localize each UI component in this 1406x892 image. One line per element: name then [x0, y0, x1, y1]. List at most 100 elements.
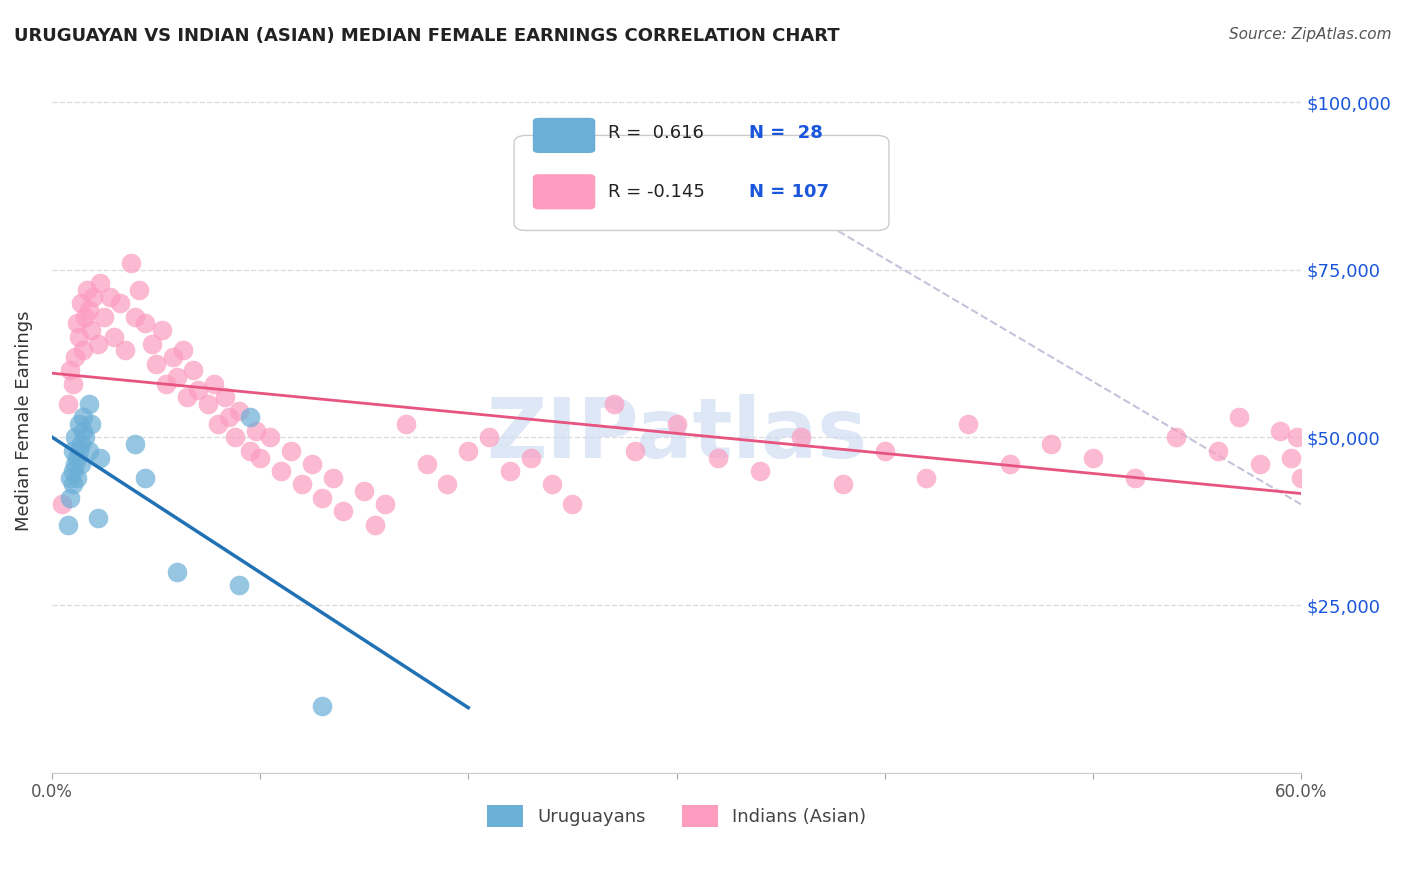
Point [67, 417, 90, 431]
Point [77, 302, 100, 317]
Point [1081, 450, 1104, 465]
FancyBboxPatch shape [515, 136, 889, 230]
Point [89, 450, 111, 465]
Point [141, 336, 163, 351]
Point [77, 443, 100, 458]
Point [457, 443, 479, 458]
Point [228, 578, 250, 592]
Point [103, 330, 125, 344]
Text: R =  0.616: R = 0.616 [607, 124, 703, 143]
Point [311, 698, 333, 713]
Point [186, 384, 208, 398]
Point [134, 317, 156, 331]
Point [176, 390, 198, 404]
Text: Source: ZipAtlas.com: Source: ZipAtlas.com [1229, 27, 1392, 42]
Point [98, 289, 121, 303]
Point [63, 350, 86, 364]
Point [166, 565, 188, 579]
Point [1249, 457, 1271, 471]
Point [1279, 450, 1302, 465]
Point [124, 310, 146, 324]
FancyBboxPatch shape [533, 174, 595, 210]
Point [58, 517, 80, 532]
Point [603, 397, 626, 411]
Point [207, 417, 229, 431]
Point [155, 376, 177, 391]
Point [353, 484, 375, 499]
Point [72, 343, 94, 358]
FancyBboxPatch shape [533, 118, 595, 153]
Point [270, 464, 292, 478]
Point [915, 470, 938, 484]
Point [790, 430, 813, 444]
Point [1286, 430, 1309, 444]
Point [110, 296, 132, 310]
Point [561, 498, 583, 512]
Point [70, 457, 93, 471]
Point [75, 310, 97, 324]
Point [150, 323, 173, 337]
Point [183, 363, 205, 377]
Point [82, 289, 104, 303]
Point [1123, 470, 1146, 484]
Point [72, 410, 94, 425]
Point [519, 450, 541, 465]
Point [67, 330, 90, 344]
Point [832, 477, 855, 491]
Point [70, 437, 93, 451]
Point [66, 317, 89, 331]
Point [245, 424, 267, 438]
Point [259, 430, 281, 444]
Point [873, 443, 896, 458]
Point [214, 390, 236, 404]
Point [1166, 430, 1188, 444]
Text: N =  28: N = 28 [749, 124, 823, 143]
Point [228, 403, 250, 417]
Point [128, 283, 150, 297]
Point [1227, 410, 1250, 425]
Point [62, 376, 84, 391]
Point [1040, 437, 1063, 451]
Point [72, 424, 94, 438]
Point [59, 363, 82, 377]
Point [124, 437, 146, 451]
Text: N = 107: N = 107 [749, 183, 830, 201]
Point [415, 457, 437, 471]
Point [86, 511, 108, 525]
Point [172, 343, 194, 358]
Point [62, 443, 84, 458]
Point [540, 477, 562, 491]
Point [80, 417, 103, 431]
Point [86, 336, 108, 351]
Point [224, 430, 246, 444]
Point [63, 430, 86, 444]
Point [202, 376, 225, 391]
Point [239, 410, 262, 425]
Point [59, 470, 82, 484]
Point [322, 470, 344, 484]
Point [62, 464, 84, 478]
Point [59, 491, 82, 505]
Point [62, 477, 84, 491]
Point [77, 397, 100, 411]
Point [93, 310, 115, 324]
Point [89, 276, 111, 290]
Point [58, 397, 80, 411]
Point [145, 357, 167, 371]
Legend: Uruguayans, Indians (Asian): Uruguayans, Indians (Asian) [479, 797, 873, 834]
Point [1206, 443, 1229, 458]
Point [998, 457, 1021, 471]
Point [665, 417, 688, 431]
Point [311, 491, 333, 505]
Text: URUGUAYAN VS INDIAN (ASIAN) MEDIAN FEMALE EARNINGS CORRELATION CHART: URUGUAYAN VS INDIAN (ASIAN) MEDIAN FEMAL… [14, 27, 839, 45]
Point [114, 343, 136, 358]
Point [332, 504, 354, 518]
Point [120, 256, 142, 270]
Point [239, 443, 262, 458]
Point [1270, 424, 1292, 438]
Point [66, 470, 89, 484]
Point [436, 477, 458, 491]
Point [70, 296, 93, 310]
Point [80, 323, 103, 337]
Point [374, 498, 396, 512]
